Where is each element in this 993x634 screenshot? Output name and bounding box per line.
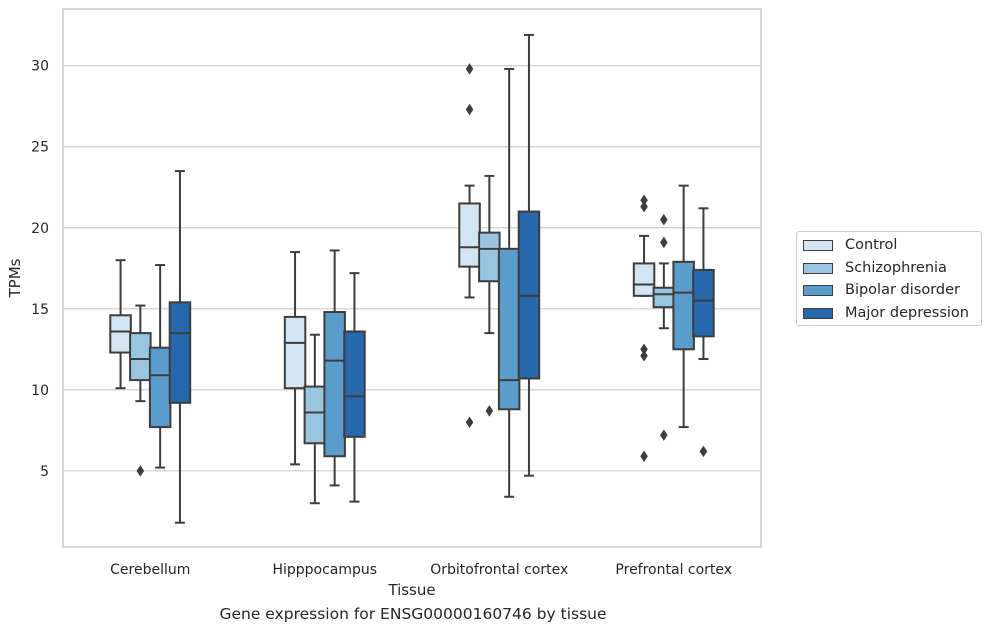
y-tick-label: 5 bbox=[40, 464, 49, 480]
box bbox=[109, 314, 132, 354]
legend-item-bipolar-disorder: Bipolar disorder bbox=[803, 280, 960, 300]
legend-label-control: Control bbox=[845, 237, 898, 253]
outlier-point bbox=[640, 450, 648, 462]
y-tick-label: 20 bbox=[31, 221, 49, 237]
box bbox=[478, 231, 501, 283]
y-tick-label: 30 bbox=[31, 59, 49, 75]
x-axis-ticks: Cerebellum Hipppocampus Orbitofrontal cort… bbox=[110, 562, 732, 578]
box bbox=[458, 202, 481, 268]
box bbox=[632, 262, 656, 297]
outlier-point bbox=[699, 445, 708, 458]
outlier-point bbox=[660, 236, 668, 249]
box bbox=[168, 301, 192, 404]
outlier-point bbox=[485, 405, 494, 417]
legend-swatch-bipolar-disorder bbox=[803, 284, 833, 296]
box bbox=[692, 268, 715, 338]
box bbox=[672, 260, 695, 351]
box bbox=[303, 385, 327, 445]
legend-item-control: Control bbox=[803, 235, 897, 255]
outlier-point bbox=[640, 350, 648, 362]
outlier-point bbox=[465, 63, 474, 75]
series-schizophrenia bbox=[129, 174, 676, 505]
x-tick-label: Prefrontal cortex bbox=[615, 562, 732, 578]
legend-swatch-schizophrenia bbox=[803, 262, 833, 274]
outlier-point bbox=[465, 416, 474, 428]
legend-item-major-depression: Major depression bbox=[803, 303, 969, 323]
box bbox=[497, 247, 521, 411]
legend-item-schizophrenia: Schizophrenia bbox=[803, 258, 947, 278]
x-tick-label: Cerebellum bbox=[110, 562, 190, 578]
series-bipolar-disorder bbox=[148, 67, 695, 498]
outlier-point bbox=[640, 200, 648, 213]
y-axis-label: TPMs bbox=[6, 258, 24, 298]
outlier-point bbox=[660, 213, 668, 226]
legend-label-bipolar-disorder: Bipolar disorder bbox=[845, 282, 960, 298]
x-axis-label: Tissue bbox=[387, 581, 435, 599]
series-major-depression bbox=[168, 33, 715, 524]
box bbox=[323, 311, 346, 458]
x-tick-label: Hipppocampus bbox=[272, 562, 377, 578]
box bbox=[129, 332, 152, 382]
y-tick-label: 10 bbox=[31, 383, 49, 399]
outlier-point bbox=[465, 103, 474, 116]
y-tick-label: 15 bbox=[31, 302, 49, 318]
box bbox=[148, 346, 172, 429]
box bbox=[343, 330, 366, 438]
plot-area-frame bbox=[62, 8, 762, 548]
x-tick-label: Orbitofrontal cortex bbox=[430, 562, 568, 578]
chart-title: Gene expression for ENSG00000160746 by t… bbox=[219, 605, 607, 623]
y-tick-label: 25 bbox=[31, 140, 49, 156]
y-axis-ticks: 5 10 15 20 25 30 bbox=[31, 59, 49, 480]
box bbox=[652, 286, 676, 309]
series-control bbox=[109, 63, 656, 466]
legend-swatch-control bbox=[803, 239, 833, 251]
box-plot-series bbox=[109, 33, 715, 524]
box bbox=[283, 315, 307, 390]
legend-swatch-major-depression bbox=[803, 307, 833, 319]
outlier-point bbox=[660, 429, 668, 441]
legend: Control Schizophrenia Bipolar disorder M… bbox=[796, 231, 982, 326]
outlier-point bbox=[136, 465, 145, 477]
legend-label-schizophrenia: Schizophrenia bbox=[845, 260, 947, 276]
legend-label-major-depression: Major depression bbox=[845, 305, 969, 321]
